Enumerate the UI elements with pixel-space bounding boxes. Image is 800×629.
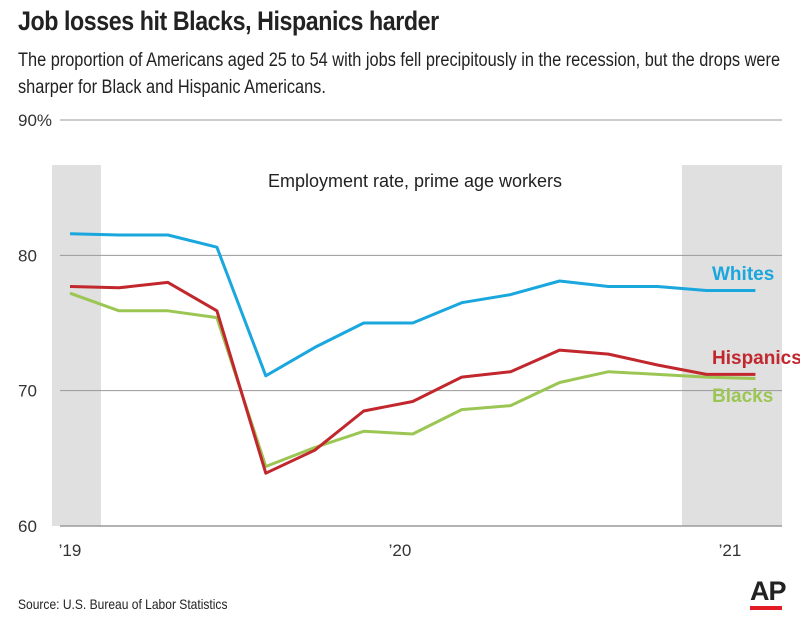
source-note: Source: U.S. Bureau of Labor Statistics — [18, 596, 228, 612]
y-tick-label-60: 60 — [18, 517, 37, 536]
series-label-blacks: Blacks — [712, 386, 773, 407]
series-line-blacks — [69, 291, 756, 468]
shaded-band-left — [52, 165, 101, 526]
chart-inner-title: Employment rate, prime age workers — [268, 171, 562, 191]
ap-logo: AP — [750, 576, 787, 610]
y-tick-label-90: 90% — [18, 111, 52, 130]
ap-logo-bar — [750, 606, 782, 610]
series-label-hispanics: Hispanics — [712, 348, 800, 369]
y-tick-label-80: 80 — [18, 246, 37, 265]
chart-title-heading: Job losses hit Blacks, Hispanics harder — [18, 6, 439, 36]
ap-logo-text: AP — [750, 576, 787, 606]
series-label-whites: Whites — [712, 264, 774, 285]
x-tick-label-’20: ’20 — [389, 541, 412, 560]
x-tick-label-’19: ’19 — [59, 541, 82, 560]
x-tick-label-’21: ’21 — [719, 541, 742, 560]
y-tick-label-70: 70 — [18, 382, 37, 401]
shaded-band-right — [682, 165, 782, 526]
chart-subtitle: The proportion of Americans aged 25 to 5… — [18, 50, 781, 98]
